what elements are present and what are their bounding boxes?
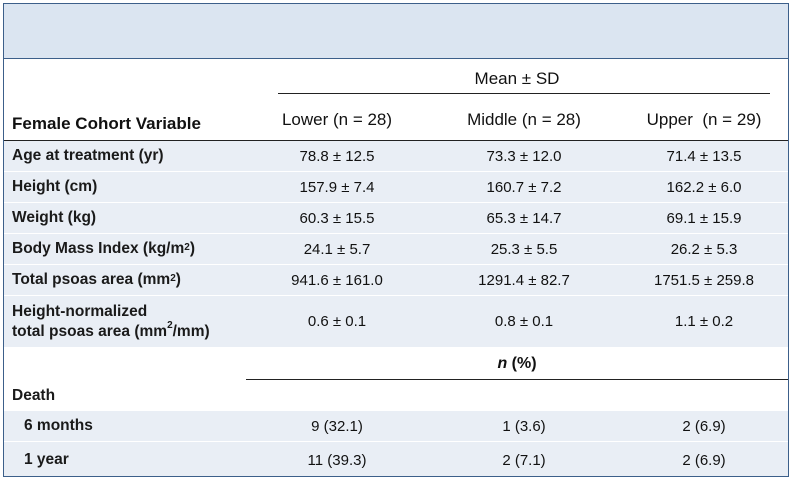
table-row: Height (cm) 157.9 ± 7.4 160.7 ± 7.2 162.…	[4, 172, 788, 203]
table-row: Age at treatment (yr) 78.8 ± 12.5 73.3 ±…	[4, 141, 788, 172]
death-label: Death	[12, 387, 56, 404]
table-frame: Mean ± SD Female Cohort Variable Lower (…	[3, 3, 789, 477]
cell-upper: 26.2 ± 5.3	[670, 240, 738, 258]
header-bottom-rule	[4, 140, 788, 141]
cell-upper: 2 (6.9)	[682, 451, 726, 469]
cell-middle: 1291.4 ± 82.7	[478, 271, 570, 289]
cell-middle: 73.3 ± 12.0	[486, 147, 562, 165]
group-header-rule	[278, 93, 770, 94]
cell-upper: 162.2 ± 6.0	[666, 178, 742, 196]
death-section-row: Death	[4, 381, 788, 411]
table-title-band	[4, 4, 788, 59]
table-row: 6 months 9 (32.1) 1 (3.6) 2 (6.9)	[4, 411, 788, 442]
cell-upper: 1.1 ± 0.2	[674, 313, 734, 330]
cell-middle: 2 (7.1)	[502, 451, 546, 469]
column-header-row: Female Cohort Variable Lower (n = 28) Mi…	[4, 100, 788, 140]
row-label: Age at treatment (yr)	[12, 147, 164, 164]
cell-lower: 78.8 ± 12.5	[299, 147, 375, 165]
count-header-label: n (%)	[497, 355, 537, 372]
column-header-lower: Lower (n = 28)	[281, 110, 393, 129]
table-row: Total psoas area (mm 2) 941.6 ± 161.0 129…	[4, 265, 788, 296]
cell-middle: 25.3 ± 5.5	[490, 240, 558, 258]
column-header-middle: Middle (n = 28)	[467, 110, 581, 129]
cell-lower: 24.1 ± 5.7	[303, 240, 371, 258]
table-row: Body Mass Index (kg/m 2) 24.1 ± 5.7 25.3 …	[4, 234, 788, 265]
table-row: Weight (kg) 60.3 ± 15.5 65.3 ± 14.7 69.1…	[4, 203, 788, 234]
row-label: Total psoas area (mm 2)	[12, 271, 181, 288]
count-header-row: n (%)	[4, 350, 788, 378]
cell-middle: 160.7 ± 7.2	[486, 178, 562, 196]
cell-lower: 157.9 ± 7.4	[299, 178, 375, 196]
row-label: Weight (kg)	[12, 209, 97, 226]
cell-lower: 11 (39.3)	[307, 451, 367, 469]
cell-upper: 2 (6.9)	[682, 417, 726, 435]
cell-lower: 941.6 ± 161.0	[291, 271, 383, 289]
row-label: Body Mass Index (kg/m 2)	[12, 240, 195, 257]
table-row: Height-normalized total psoas area (mm2/m…	[4, 296, 788, 347]
table-row: 1 year 11 (39.3) 2 (7.1) 2 (6.9)	[4, 442, 788, 476]
cell-upper: 69.1 ± 15.9	[666, 209, 742, 227]
row-label: 6 months	[24, 417, 93, 434]
cell-lower: 0.6 ± 0.1	[307, 313, 367, 330]
cell-middle: 0.8 ± 0.1	[494, 313, 554, 330]
cell-upper: 1751.5 ± 259.8	[654, 271, 754, 289]
count-header-rule	[246, 379, 788, 380]
group-header-label: Mean ± SD	[474, 69, 560, 88]
row-label-header: Female Cohort Variable	[12, 114, 201, 133]
group-header-row: Mean ± SD	[4, 66, 788, 92]
cell-middle: 65.3 ± 14.7	[486, 209, 562, 227]
cell-middle: 1 (3.6)	[502, 417, 546, 435]
row-label: 1 year	[24, 451, 69, 468]
cell-upper: 71.4 ± 13.5	[666, 147, 742, 165]
cell-lower: 60.3 ± 15.5	[299, 209, 375, 227]
column-header-upper: Upper (n = 29)	[646, 110, 762, 129]
row-label: Height-normalized total psoas area (mm2/m…	[12, 302, 210, 340]
row-label: Height (cm)	[12, 178, 98, 195]
cell-lower: 9 (32.1)	[311, 417, 363, 435]
